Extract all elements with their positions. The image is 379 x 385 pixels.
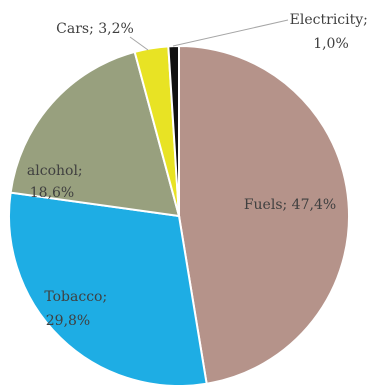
leader-line-cars: [129, 36, 149, 51]
leader-line-electricity: [172, 19, 289, 47]
slice-label-cars: Cars; 3,2%: [56, 21, 134, 37]
slice-label-alcohol: alcohol; 18,6%: [27, 163, 87, 201]
pie-slice-tobacco: [8, 191, 208, 385]
slice-label-alcohol-name: alcohol;: [27, 163, 83, 179]
slice-label-tobacco-name: Tobacco;: [44, 289, 107, 305]
slice-label-electricity-name: Electricity;: [290, 12, 368, 28]
slice-label-electricity: Electricity; 1,0%: [290, 12, 373, 52]
pie-slice-alcohol: [9, 50, 181, 218]
slice-label-fuels: Fuels; 47,4%: [244, 197, 336, 213]
slice-label-tobacco: Tobacco; 29,8%: [44, 289, 111, 329]
pie-slices: [8, 44, 351, 385]
slice-label-alcohol-value: 18,6%: [30, 185, 74, 201]
slice-label-electricity-value: 1,0%: [313, 36, 349, 52]
leader-lines: [129, 19, 289, 51]
slice-label-tobacco-value: 29,8%: [46, 313, 90, 329]
pie-slice-fuels: [178, 44, 351, 385]
